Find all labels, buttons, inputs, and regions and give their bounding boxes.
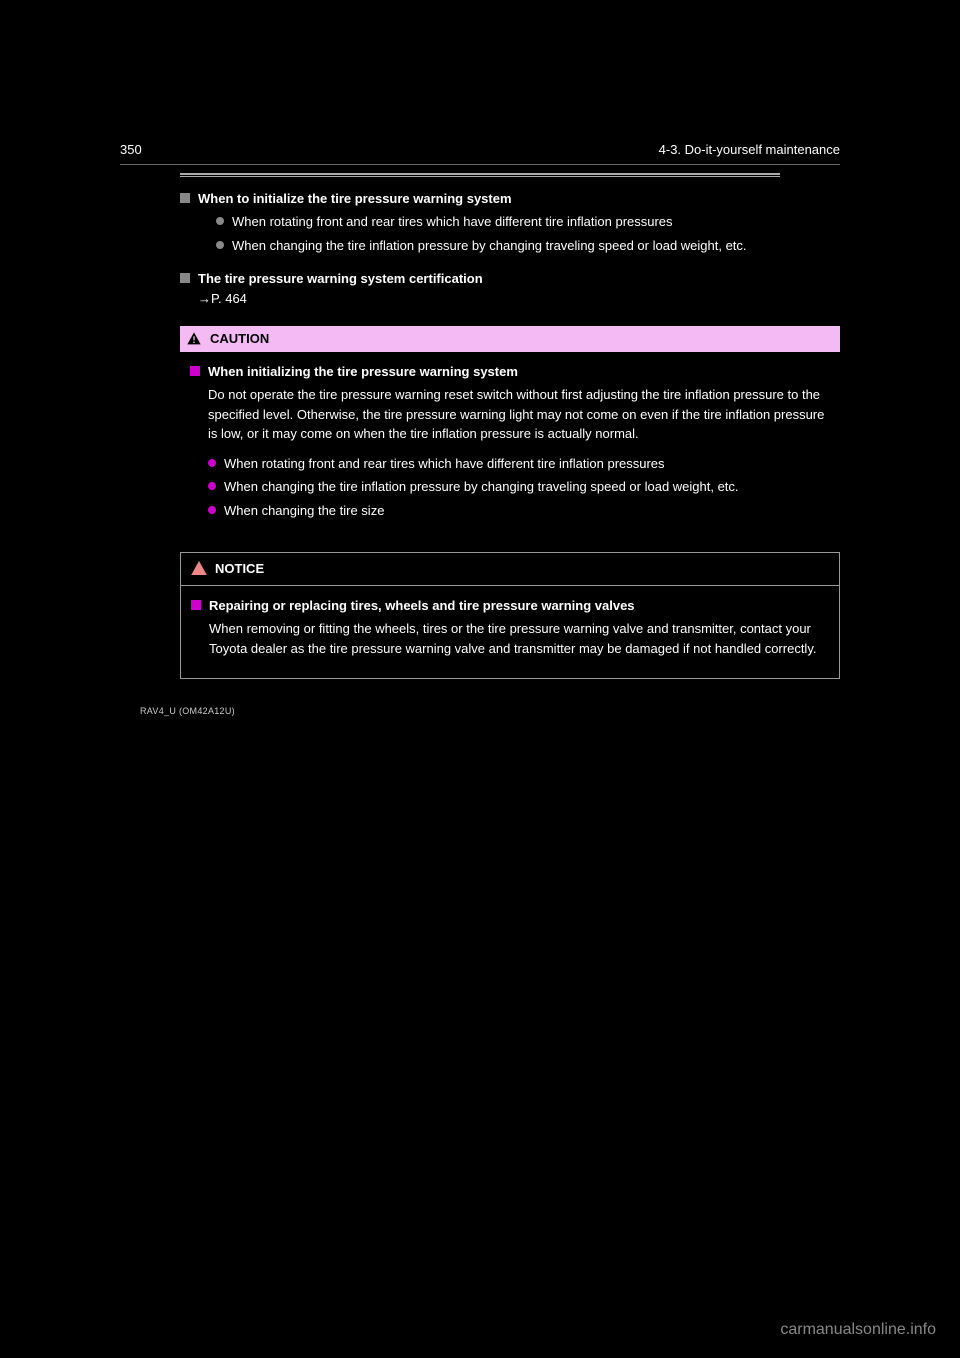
double-rule <box>180 173 780 177</box>
square-bullet-icon <box>180 273 190 283</box>
list-item: When changing the tire size <box>208 501 830 521</box>
bullet-icon <box>216 217 224 225</box>
watermark: carmanualsonline.info <box>780 1318 936 1342</box>
list-item: When changing the tire inflation pressur… <box>208 477 830 497</box>
list-item: When rotating front and rear tires which… <box>208 454 830 474</box>
topic-text: →P. 464 <box>198 289 483 309</box>
notice-section-title: Repairing or replacing tires, wheels and… <box>209 596 829 616</box>
section-path: 4-3. Do-it-yourself maintenance <box>659 140 840 160</box>
notice-box: NOTICE Repairing or replacing tires, whe… <box>180 552 840 679</box>
list-item-text: When changing the tire size <box>224 501 384 521</box>
list-item-text: When changing the tire inflation pressur… <box>232 236 747 256</box>
caution-section-title: When initializing the tire pressure warn… <box>208 362 830 382</box>
topic-title: When to initialize the tire pressure war… <box>198 189 747 209</box>
square-bullet-icon <box>180 193 190 203</box>
caution-box: CAUTION When initializing the tire press… <box>180 326 840 538</box>
bullet-icon <box>208 459 216 467</box>
page-number: 350 <box>120 140 142 160</box>
notice-header: NOTICE <box>181 553 839 586</box>
notice-section: Repairing or replacing tires, wheels and… <box>191 596 829 659</box>
footer-reference: RAV4_U (OM42A12U) <box>140 705 235 719</box>
square-bullet-icon <box>190 366 200 376</box>
topic-block: The tire pressure warning system certifi… <box>180 269 840 308</box>
list-item: When rotating front and rear tires which… <box>216 212 747 232</box>
list-item-text: When rotating front and rear tires which… <box>224 454 665 474</box>
topic-block: When to initialize the tire pressure war… <box>180 189 840 260</box>
caution-body: When initializing the tire pressure warn… <box>180 352 840 539</box>
topic-title: The tire pressure warning system certifi… <box>198 269 483 289</box>
notice-body: Repairing or replacing tires, wheels and… <box>181 586 839 679</box>
warning-icon <box>186 331 202 347</box>
notice-text: When removing or fitting the wheels, tir… <box>209 619 829 658</box>
square-bullet-icon <box>191 600 201 610</box>
bullet-icon <box>208 506 216 514</box>
list-item-text: When changing the tire inflation pressur… <box>224 477 739 497</box>
warning-icon <box>191 561 207 577</box>
list-item-text: When rotating front and rear tires which… <box>232 212 673 232</box>
caution-intro: Do not operate the tire pressure warning… <box>208 385 830 444</box>
list-item: When changing the tire inflation pressur… <box>216 236 747 256</box>
bullet-icon <box>216 241 224 249</box>
page-header: 350 4-3. Do-it-yourself maintenance <box>120 140 840 165</box>
notice-label: NOTICE <box>215 559 264 579</box>
bullet-icon <box>208 482 216 490</box>
caution-section: When initializing the tire pressure warn… <box>190 362 830 525</box>
main-content: When to initialize the tire pressure war… <box>120 189 840 680</box>
caution-header: CAUTION <box>180 326 840 352</box>
caution-label: CAUTION <box>210 329 269 349</box>
